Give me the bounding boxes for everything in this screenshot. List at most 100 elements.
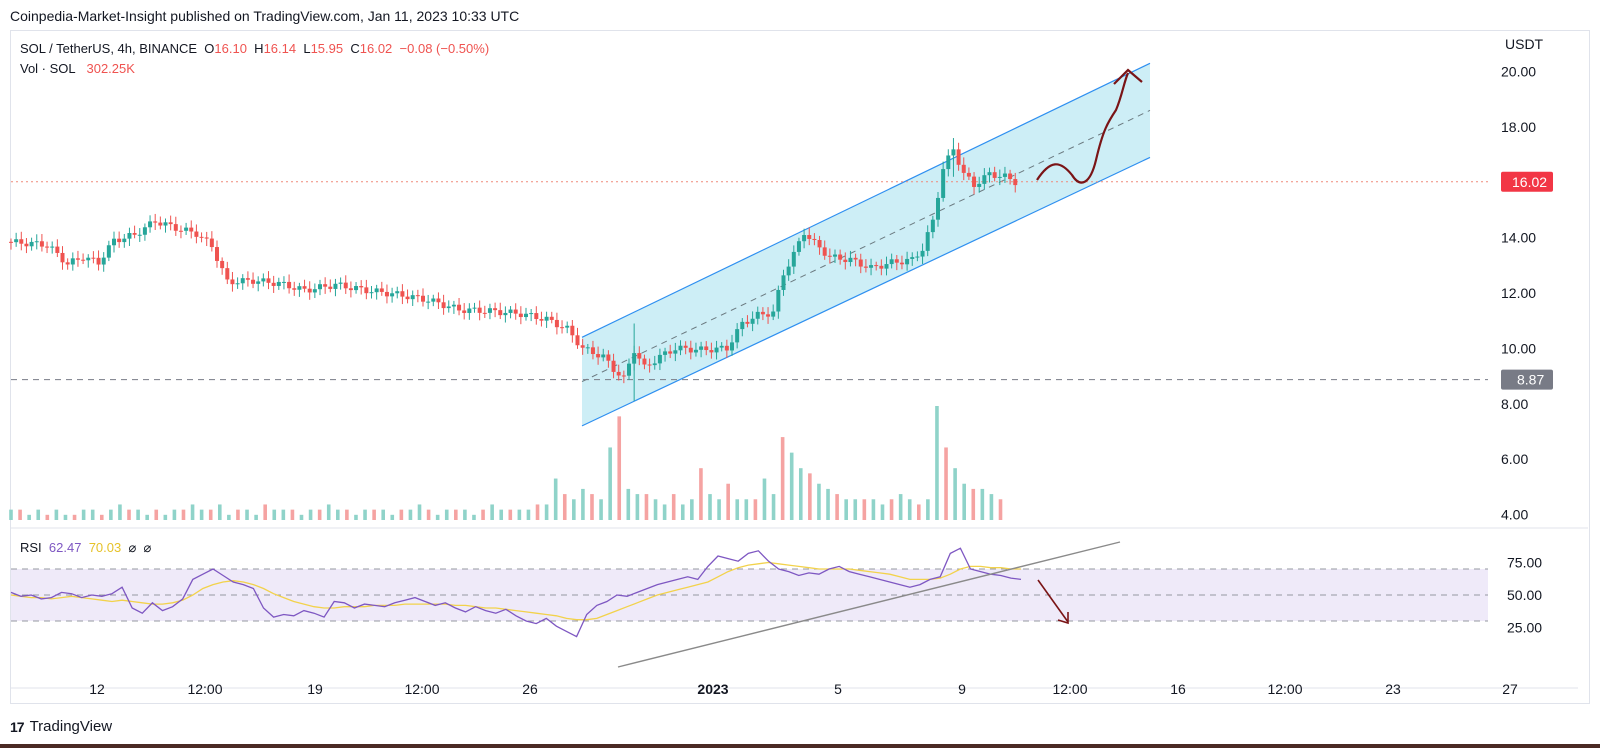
candle-body (431, 298, 436, 302)
price-tick-label: 18.00 (1501, 119, 1536, 135)
brand-name: TradingView (29, 718, 113, 735)
candle-body (827, 255, 832, 257)
rsi-label[interactable]: RSI (20, 540, 42, 555)
volume-bar (181, 509, 186, 520)
candle-body (663, 351, 668, 355)
candle-body (45, 246, 50, 248)
candle-body (338, 282, 343, 284)
candle-body (807, 235, 812, 239)
symbol-label[interactable]: SOL / TetherUS, 4h, BINANCE (20, 41, 198, 56)
candle-body (395, 291, 400, 294)
candle-body (75, 258, 80, 260)
price-tick-label: 12.00 (1501, 285, 1536, 301)
candle-body (287, 281, 292, 289)
volume-bar (18, 509, 22, 520)
candle-body (421, 295, 425, 302)
volume-bar (345, 509, 349, 520)
rsi-value: 62.47 (48, 540, 82, 555)
rsi-tick-label: 25.00 (1507, 620, 1542, 636)
rsi-symbol-1: ⌀ (128, 540, 137, 555)
volume-bar (862, 499, 867, 520)
volume-label[interactable]: Vol · SOL (20, 61, 76, 76)
candle-body (905, 258, 910, 265)
channel-lower-line (581, 156, 1151, 427)
candle-body (863, 266, 868, 268)
candle-body (245, 278, 250, 280)
volume-bar (835, 494, 839, 520)
volume-bar (817, 483, 821, 520)
volume-bar (526, 509, 531, 520)
candle-body (714, 347, 719, 353)
candle-body (230, 279, 235, 285)
candle-body (122, 238, 127, 243)
volume-bar (290, 509, 295, 520)
candle-body (364, 287, 369, 294)
volume-bar (208, 509, 213, 520)
price-tick-label: 8.00 (1501, 396, 1528, 412)
volume-bar (926, 499, 930, 520)
candle-body (426, 301, 431, 303)
candle-body (539, 319, 544, 321)
candle-body (560, 327, 565, 329)
candle-body (616, 371, 621, 376)
volume-bar (808, 473, 812, 520)
candle-body (642, 358, 647, 365)
currency-label: USDT (1505, 36, 1544, 52)
volume-bar (798, 468, 803, 520)
time-tick-label: 12:00 (187, 681, 222, 697)
volume-bar (408, 509, 413, 520)
candle-body (946, 155, 951, 170)
candle-body (936, 197, 940, 220)
candle-body (369, 292, 374, 294)
candle-body (96, 257, 101, 265)
candle-body (766, 314, 771, 317)
volume-bar (853, 499, 858, 520)
candle-body (194, 231, 199, 237)
candle-body (601, 354, 606, 358)
volume-bar (789, 452, 794, 520)
volume-bar (753, 499, 758, 520)
volume-bar (254, 514, 258, 520)
close-value: 16.02 (359, 41, 393, 56)
volume-bar (680, 504, 685, 520)
candle-body (657, 354, 662, 364)
time-tick-label: 5 (834, 681, 842, 697)
candle-body (348, 288, 353, 291)
candle-body (838, 254, 843, 260)
candle-body (549, 316, 554, 320)
candle-body (446, 306, 451, 309)
volume-bar (826, 488, 830, 520)
volume-bar (744, 499, 749, 520)
channel-mid-line (581, 109, 1151, 383)
candle-body (915, 256, 920, 258)
candle-body (1013, 179, 1018, 186)
volume-bar (581, 488, 585, 520)
volume-bar (299, 514, 304, 520)
volume-bar (517, 509, 522, 520)
volume-bar (880, 504, 885, 520)
candle-body (796, 241, 801, 252)
candle-body (354, 286, 359, 291)
volume-bar (762, 478, 767, 520)
candle-body (256, 281, 261, 284)
volume-bar (245, 509, 249, 520)
volume-bar (336, 509, 340, 520)
channel-upper-line (581, 62, 1151, 338)
candle-body (204, 237, 209, 239)
candle-body (215, 247, 219, 261)
footer-brand[interactable]: 17 TradingView (10, 718, 112, 735)
volume-bar (217, 504, 222, 520)
candle-body (153, 221, 158, 223)
candle-body (570, 325, 575, 336)
candle-body (307, 288, 312, 293)
rsi-tick-label: 50.00 (1507, 587, 1542, 603)
volume-bar (317, 509, 322, 520)
support-badge (1501, 369, 1553, 390)
candle-body (323, 284, 328, 287)
candle-body (251, 279, 256, 284)
volume-bar (735, 499, 740, 520)
candle-body (312, 289, 317, 293)
volume-bar (907, 499, 912, 520)
price-tick-label: 14.00 (1501, 230, 1536, 246)
rsi-projection-arrowhead (1057, 612, 1069, 625)
